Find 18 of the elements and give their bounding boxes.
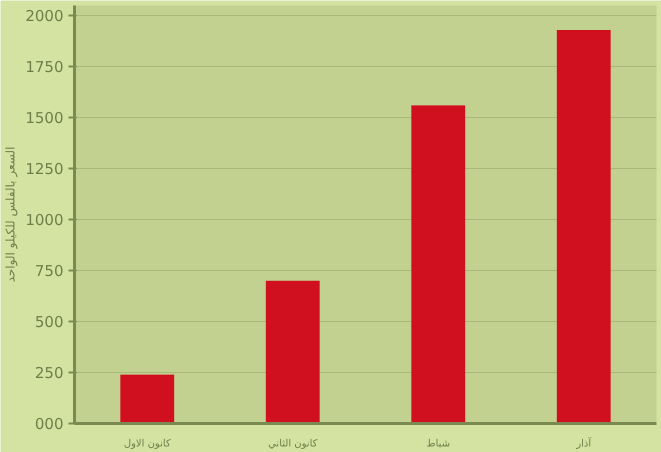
bar [411,105,466,424]
y-tick-label: 500 [34,313,64,332]
y-tick-label: 750 [34,262,64,280]
x-tick-label: شباط [426,438,450,450]
y-tick-label: 250 [34,364,64,382]
bar [266,280,320,424]
bar [120,374,174,424]
x-tick-label: كانون الثاني [268,438,318,450]
bar [556,30,611,424]
y-tick-label: 000 [34,415,64,433]
x-tick-label: كانون الاول [124,438,171,450]
y-tick-label: 1000 [25,211,64,230]
y-tick-label: 2000 [25,7,64,26]
x-tick-label: آذار [575,436,592,450]
y-tick-label: 1250 [25,160,64,178]
y-tick-label: 1500 [25,109,64,128]
y-tick-label: 1750 [25,58,64,76]
y-axis-title: السعر بالفلس للكيلو الواحد [3,146,18,282]
